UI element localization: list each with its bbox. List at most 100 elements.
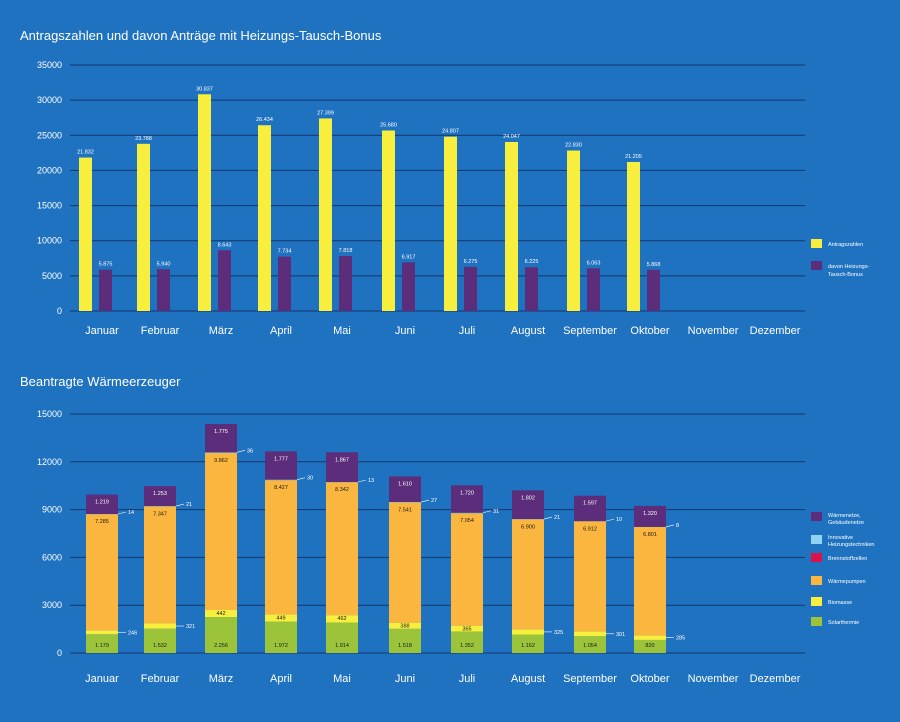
chart1-bar-bonus xyxy=(587,268,600,311)
chart1-ytick-label: 0 xyxy=(57,306,62,316)
chart2-legend-label: Wärmepumpen xyxy=(828,579,866,585)
chart2-segment-biomasse xyxy=(389,622,421,629)
chart1-bar-antragszahlen xyxy=(79,157,92,311)
chart2-leader-line xyxy=(357,479,367,483)
chart2-ytick-label: 3000 xyxy=(42,600,62,610)
chart2-legend-label: Brennstoffzellen xyxy=(828,556,867,562)
chart2-segment-wärmepumpen xyxy=(634,527,666,636)
chart1-month-label: Januar xyxy=(85,325,119,337)
chart2-segment-wärmenetze-gebäudenetze xyxy=(451,485,483,513)
chart1-data-label: 26.434 xyxy=(256,117,273,123)
chart2-data-label: 1.179 xyxy=(95,643,109,649)
chart1-ytick-label: 5000 xyxy=(42,271,62,281)
chart2-segment-biomasse xyxy=(144,623,176,629)
chart2-data-label: 9.862 xyxy=(214,458,228,464)
chart2-data-label: 7.347 xyxy=(153,511,167,517)
chart2-segment-wärmenetze-gebäudenetze xyxy=(574,495,606,522)
chart2-data-label: 246 xyxy=(128,630,137,636)
chart1-bar-antragszahlen xyxy=(198,94,211,311)
chart2-data-label: 1.253 xyxy=(153,491,167,497)
chart1-ytick-label: 35000 xyxy=(37,60,62,70)
chart2-segment-biomasse xyxy=(574,631,606,637)
chart1-data-label: 5.940 xyxy=(157,261,171,267)
chart1-data-label: 21.832 xyxy=(77,150,94,156)
chart2-data-label: 449 xyxy=(276,615,285,621)
chart2-month-label: Februar xyxy=(141,673,180,685)
chart2-segment-biomasse xyxy=(451,625,483,632)
chart2-segment-solarthermie xyxy=(326,622,358,653)
chart2-segment-solarthermie xyxy=(512,634,544,653)
chart2-data-label: 321 xyxy=(186,624,195,630)
chart2-segment-wärmepumpen xyxy=(512,519,544,630)
chart2-legend-label: Heizungstechniken xyxy=(828,542,874,548)
chart2-data-label: 1.518 xyxy=(398,643,412,649)
chart1-data-label: 24.047 xyxy=(503,134,520,140)
chart1-data-label: 27.399 xyxy=(317,110,334,116)
chart2-data-label: 462 xyxy=(337,616,346,622)
chart2-legend-swatch-biomasse xyxy=(811,597,822,606)
chart1-month-label: April xyxy=(270,325,292,337)
chart1-bar-bonus xyxy=(525,267,538,311)
chart1-legend-swatch-antragszahlen xyxy=(811,239,822,248)
chart1-data-label: 22.830 xyxy=(565,143,582,149)
chart2-month-label: Oktober xyxy=(630,673,669,685)
chart2-data-label: 30 xyxy=(307,476,313,482)
chart2-segment-biomasse xyxy=(86,630,118,635)
chart1-bar-antragszahlen xyxy=(444,136,457,311)
chart2-segment-wärmenetze-gebäudenetze xyxy=(205,424,237,453)
chart1-bar-bonus xyxy=(339,256,352,311)
chart1-data-label: 24.807 xyxy=(442,129,459,135)
chart1-bar-bonus xyxy=(647,269,660,311)
chart1-bar-antragszahlen xyxy=(319,118,332,312)
chart2-segment-wärmenetze-gebäudenetze xyxy=(512,490,544,520)
chart2-month-label: Juli xyxy=(459,673,476,685)
chart2-segment-biomasse xyxy=(205,610,237,618)
chart2-segment-biomasse xyxy=(326,615,358,623)
chart2-data-label: 7.285 xyxy=(95,519,109,525)
chart2-data-label: 1.532 xyxy=(153,643,167,649)
chart1-month-label: Mai xyxy=(333,325,351,337)
chart2-data-label: 301 xyxy=(616,632,625,638)
chart2-data-label: 8.427 xyxy=(274,485,288,491)
chart2-legend-label: Biomasse xyxy=(828,600,852,606)
chart2-segment-biomasse xyxy=(512,629,544,635)
chart1-data-label: 8.643 xyxy=(218,242,232,248)
chart2-segment-innovative-heizungstechniken xyxy=(205,452,237,453)
chart1-legend-label: davon Heizungs- xyxy=(828,264,869,270)
chart2-data-label: 1.054 xyxy=(583,643,597,649)
chart2-legend-swatch-brennstoffzellen xyxy=(811,553,822,562)
chart1-month-label: August xyxy=(511,325,545,337)
chart2-data-label: 285 xyxy=(676,636,685,642)
chart2-data-label: 8.342 xyxy=(335,487,349,493)
chart1-month-label: März xyxy=(209,325,233,337)
chart2-data-label: 1.914 xyxy=(335,643,349,649)
chart2-segment-biomasse xyxy=(634,635,666,640)
chart2-leader-line xyxy=(296,477,306,480)
chart2-month-label: April xyxy=(270,673,292,685)
chart1-ytick-label: 30000 xyxy=(37,95,62,105)
chart1-bar-bonus xyxy=(99,269,112,311)
chart2-segment-wärmenetze-gebäudenetze xyxy=(144,486,176,507)
chart1-bar-bonus xyxy=(278,256,291,311)
chart2-data-label: 14 xyxy=(128,510,134,516)
chart2-segment-solarthermie xyxy=(144,628,176,653)
chart2-leader-line xyxy=(236,450,246,453)
chart2-title: Beantragte Wärmeerzeuger xyxy=(20,374,181,389)
chart2-segment-wärmenetze-gebäudenetze xyxy=(389,476,421,503)
chart2-data-label: 1.352 xyxy=(460,643,474,649)
chart2-segment-solarthermie xyxy=(86,634,118,653)
chart2-data-label: 6.801 xyxy=(643,532,657,538)
chart2-data-label: 442 xyxy=(216,611,225,617)
chart2-segment-wärmepumpen xyxy=(574,521,606,632)
chart2-data-label: 21 xyxy=(554,515,560,521)
chart2-data-label: 388 xyxy=(400,624,409,630)
chart1-bar-antragszahlen xyxy=(258,125,271,311)
chart1-month-label: Juli xyxy=(459,325,476,337)
chart2-leader-line xyxy=(543,516,553,520)
chart1-legend-label: Antragszahlen xyxy=(828,242,863,248)
chart2-data-label: 1.162 xyxy=(521,643,535,649)
chart2-segment-wärmenetze-gebäudenetze xyxy=(634,505,666,527)
chart2-data-label: 2.256 xyxy=(214,643,228,649)
chart1-title: Antragszahlen und davon Anträge mit Heiz… xyxy=(20,28,382,43)
